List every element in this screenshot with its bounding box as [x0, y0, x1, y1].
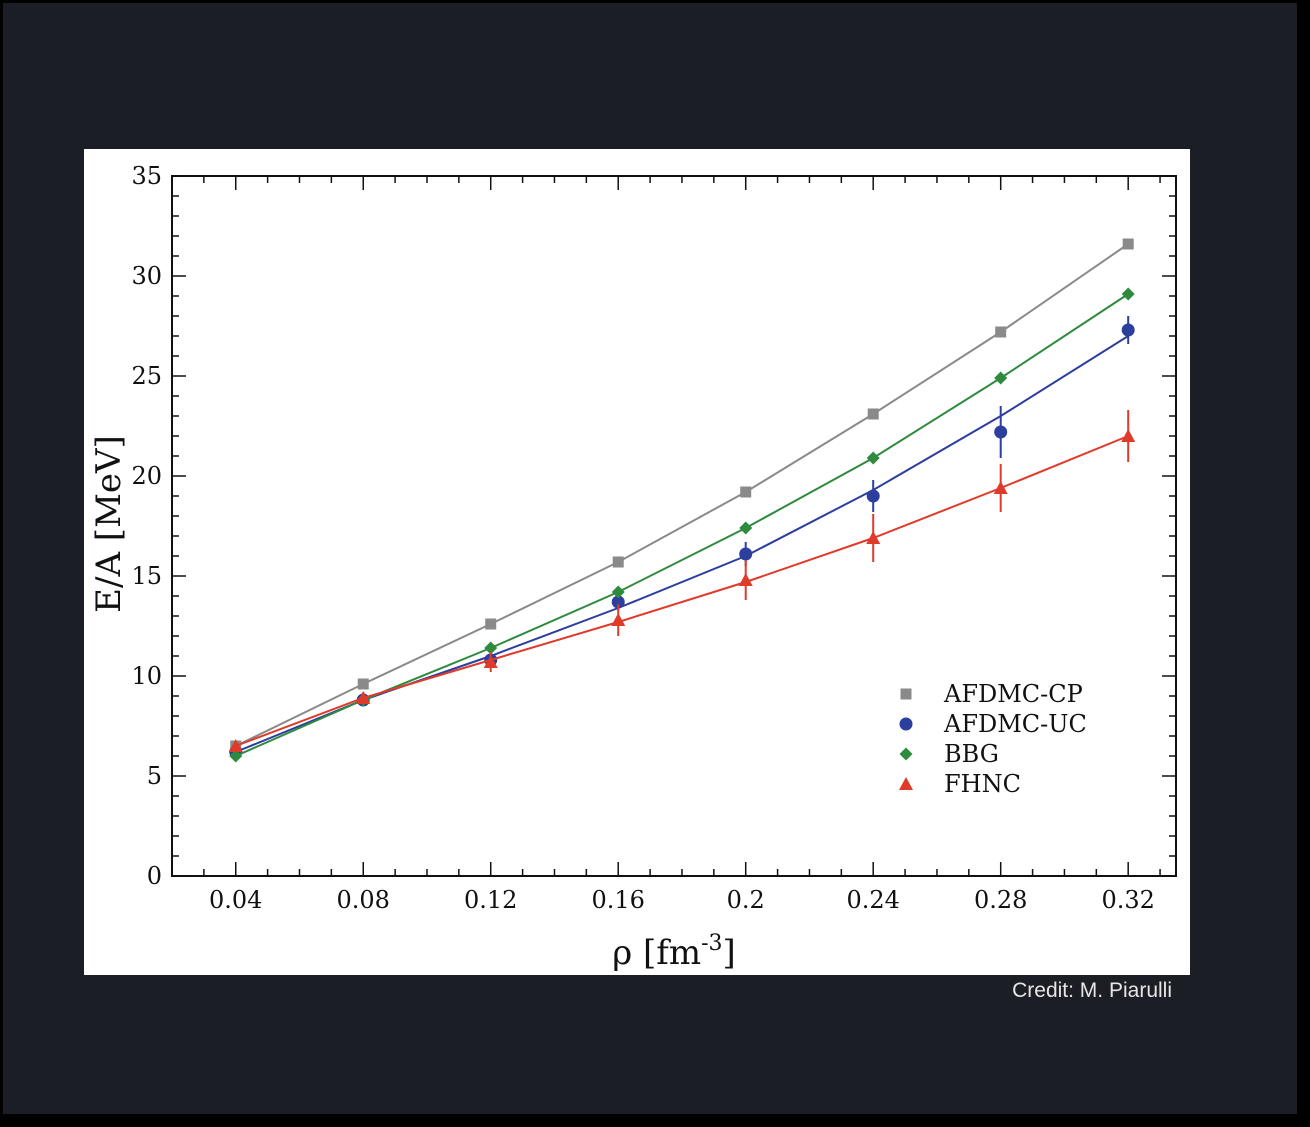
data-point: [739, 521, 753, 535]
y-tick-label: 0: [147, 862, 162, 890]
y-tick-label: 30: [131, 262, 162, 290]
y-tick-label: 5: [147, 762, 162, 790]
data-point: [738, 573, 753, 586]
legend-marker: [899, 717, 913, 731]
plot-card: 0 5 10 15 20 25 30 35 0.04 0.08 0.12 0.16 0.2 0.24 0.2…: [84, 149, 1190, 975]
data-point: [356, 691, 371, 704]
data-point: [357, 678, 369, 690]
data-point: [995, 326, 1007, 338]
y-tick-label: 20: [131, 462, 162, 490]
x-axis-label-superscript: -3: [701, 931, 722, 956]
data-point: [611, 585, 625, 599]
y-axis-label: E/A [MeV]: [89, 435, 129, 613]
data-point: [1121, 287, 1135, 301]
x-tick-label: 0.24: [846, 886, 899, 914]
energy-density-chart: 0 5 10 15 20 25 30 35 0.04 0.08 0.12 0.16 0.2 0.24 0.2…: [89, 162, 1177, 973]
legend-label: BBG: [944, 740, 999, 768]
y-tick-label: 25: [131, 362, 162, 390]
plot-frame: [171, 175, 1177, 877]
legend-marker: [899, 777, 913, 790]
legend-marker: [900, 688, 912, 700]
data-point: [484, 641, 498, 655]
data-point: [993, 481, 1008, 494]
data-point: [612, 556, 624, 568]
axes: 0 5 10 15 20 25 30 35 0.04 0.08 0.12 0.16 0.2 0.24 0.2…: [131, 162, 1177, 914]
data-point: [994, 371, 1008, 385]
data-point: [229, 749, 243, 763]
data-point: [611, 613, 626, 626]
data-point: [485, 618, 497, 630]
legend-label: FHNC: [944, 770, 1021, 798]
x-tick-label: 0.04: [209, 886, 262, 914]
y-tick-label: 15: [131, 562, 162, 590]
data-point: [994, 425, 1008, 439]
data-point: [1121, 429, 1136, 442]
data-point: [611, 595, 625, 609]
series-afdmc-cp: [230, 238, 1134, 752]
data-point: [866, 451, 880, 465]
legend-label: AFDMC-CP: [943, 680, 1083, 708]
x-axis-label: ρ [fm-3]: [612, 931, 736, 973]
x-tick-label: 0.08: [337, 886, 390, 914]
series-line: [235, 243, 1129, 747]
x-tick-label: 0.12: [464, 886, 517, 914]
data-point: [739, 547, 753, 561]
series-fhnc: [228, 410, 1136, 752]
x-axis-label-main: ρ [fm: [612, 933, 701, 973]
data-point: [866, 489, 880, 503]
data-point: [866, 531, 881, 544]
x-tick-label: 0.2: [727, 886, 765, 914]
x-tick-label: 0.32: [1101, 886, 1154, 914]
data-point: [228, 739, 243, 752]
data-point: [1121, 323, 1135, 337]
page-background: 0 5 10 15 20 25 30 35 0.04 0.08 0.12 0.16 0.2 0.24 0.2…: [3, 3, 1297, 1114]
x-axis-label-close: ]: [723, 933, 736, 973]
x-tick-label: 0.16: [592, 886, 645, 914]
data-point: [1122, 238, 1134, 250]
y-tick-label: 10: [131, 662, 162, 690]
data-point: [483, 655, 498, 668]
legend-label: AFDMC-UC: [943, 710, 1087, 738]
data-point: [740, 486, 752, 498]
legend-marker: [899, 747, 913, 761]
x-tick-label: 0.28: [974, 886, 1027, 914]
data-point: [867, 408, 879, 420]
y-tick-label: 35: [131, 162, 162, 190]
series-line: [235, 435, 1129, 747]
series-layer: [228, 238, 1136, 763]
credit-text: Credit: M. Piarulli: [1012, 979, 1172, 1002]
